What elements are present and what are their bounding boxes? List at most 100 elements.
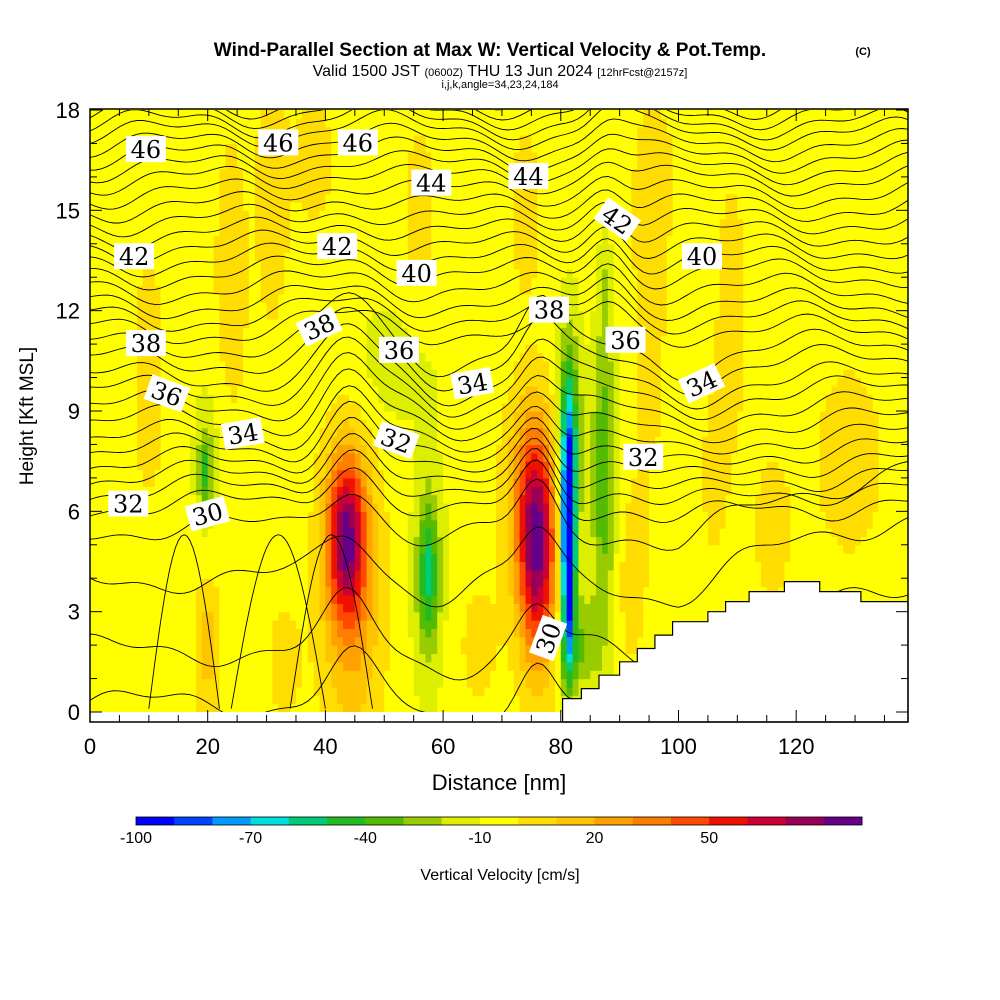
field-cell xyxy=(478,628,485,638)
field-cell xyxy=(378,110,385,119)
field-cell xyxy=(166,494,173,504)
field-cell xyxy=(366,444,374,454)
field-cell xyxy=(354,344,362,354)
field-cell xyxy=(195,277,203,287)
field-cell xyxy=(284,594,291,604)
field-cell xyxy=(366,385,374,395)
field-cell xyxy=(113,151,121,161)
field-cell xyxy=(484,319,491,328)
field-cell xyxy=(207,243,215,253)
field-cell xyxy=(419,118,427,128)
field-cell xyxy=(301,385,309,395)
field-cell xyxy=(466,670,474,680)
field-cell xyxy=(372,519,379,529)
field-cell xyxy=(225,620,232,629)
field-cell xyxy=(313,678,321,688)
field-cell xyxy=(90,427,97,437)
field-cell xyxy=(231,293,238,303)
field-cell xyxy=(101,502,109,512)
field-cell xyxy=(190,528,197,538)
field-cell xyxy=(260,653,268,663)
field-cell xyxy=(401,678,409,688)
field-cell xyxy=(207,210,215,220)
field-cell xyxy=(190,536,197,546)
field-cell xyxy=(131,235,138,245)
field-cell xyxy=(90,594,97,604)
field-cell xyxy=(190,151,197,161)
field-cell xyxy=(178,252,185,262)
field-cell xyxy=(490,151,497,161)
field-cell xyxy=(131,436,138,446)
field-cell xyxy=(148,110,156,119)
field-cell xyxy=(319,143,326,153)
field-cell xyxy=(184,578,191,588)
field-cell xyxy=(396,645,403,655)
field-cell xyxy=(384,686,391,696)
field-cell xyxy=(272,519,279,529)
field-cell xyxy=(142,653,150,663)
field-cell xyxy=(490,670,497,680)
field-cell xyxy=(148,486,156,496)
field-cell xyxy=(284,586,291,596)
field-cell xyxy=(119,519,126,529)
field-cell xyxy=(113,185,121,195)
field-cell xyxy=(101,511,109,521)
field-cell xyxy=(142,628,150,638)
field-cell xyxy=(319,611,326,621)
field-cell xyxy=(366,477,374,487)
field-cell xyxy=(266,636,274,646)
field-cell xyxy=(231,561,238,571)
field-cell xyxy=(448,519,456,529)
field-cell xyxy=(278,352,285,362)
field-cell xyxy=(448,143,456,153)
field-cell xyxy=(272,427,279,437)
field-cell xyxy=(413,210,421,220)
field-cell xyxy=(195,402,203,412)
field-cell xyxy=(484,210,491,220)
field-cell xyxy=(260,695,268,705)
field-cell xyxy=(195,302,203,312)
field-cell xyxy=(413,620,421,629)
field-cell xyxy=(142,544,150,554)
field-cell xyxy=(366,436,374,446)
field-cell xyxy=(201,302,209,312)
field-cell xyxy=(178,218,185,228)
field-cell xyxy=(201,645,209,655)
field-cell xyxy=(101,486,109,496)
field-cell xyxy=(90,603,97,613)
field-cell xyxy=(466,586,474,596)
field-cell xyxy=(231,118,238,128)
field-cell xyxy=(119,293,126,303)
field-cell xyxy=(284,686,291,696)
field-cell xyxy=(478,302,485,312)
field-cell xyxy=(472,151,479,161)
field-cell xyxy=(248,252,256,262)
field-cell xyxy=(266,411,274,420)
field-cell xyxy=(154,695,162,705)
field-cell xyxy=(201,494,209,504)
field-cell xyxy=(107,394,115,404)
field-cell xyxy=(160,319,168,328)
field-cell xyxy=(443,511,450,521)
field-cell xyxy=(401,377,409,387)
field-cell xyxy=(266,210,274,220)
field-cell xyxy=(90,377,97,387)
field-cell xyxy=(243,670,250,680)
field-cell xyxy=(190,620,197,629)
field-cell xyxy=(448,695,456,705)
field-cell xyxy=(184,402,191,412)
field-cell xyxy=(354,569,362,579)
field-cell xyxy=(413,703,421,713)
field-cell xyxy=(284,502,291,512)
field-cell xyxy=(137,645,144,655)
field-cell xyxy=(125,544,132,554)
field-cell xyxy=(372,528,379,538)
field-cell xyxy=(178,561,185,571)
field-cell xyxy=(284,653,291,663)
field-cell xyxy=(478,620,485,629)
field-cell xyxy=(125,528,132,538)
field-cell xyxy=(237,218,244,228)
field-cell xyxy=(490,210,497,220)
field-cell xyxy=(443,477,450,487)
field-cell xyxy=(237,252,244,262)
